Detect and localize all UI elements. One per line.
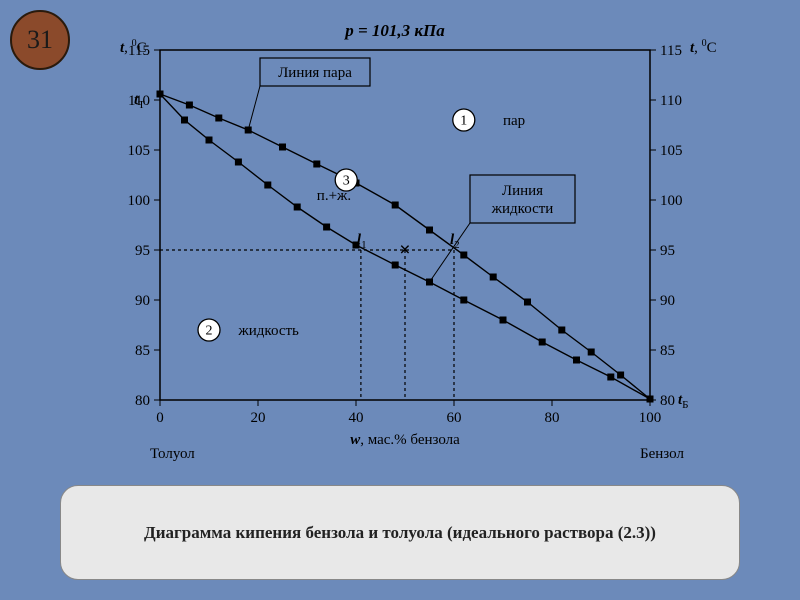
x-right-end-label: Бензол	[640, 446, 684, 462]
y-tick-label-right: 85	[660, 343, 675, 359]
x-tick-label: 80	[545, 410, 560, 426]
region-vapor-label: пар	[503, 113, 525, 129]
liquid-marker	[573, 357, 580, 364]
x-tick-label: 100	[639, 410, 662, 426]
y-tick-label-left: 80	[135, 393, 150, 409]
benzene-bp-label: tБ	[678, 392, 689, 411]
liquid-legend-text-1: Линия	[502, 183, 543, 199]
chart-title: p = 101,3 кПа	[343, 21, 445, 40]
l2-label: l2	[450, 232, 460, 251]
y-tick-label-right: 90	[660, 293, 675, 309]
liquid-marker	[294, 204, 301, 211]
liquid-marker	[157, 91, 164, 98]
vapor-legend-leader	[248, 86, 260, 130]
phase-diagram-chart: 0204060801008080858590909595100100105105…	[110, 20, 730, 470]
numbered-marker-2-text: 2	[206, 324, 213, 339]
vapor-marker	[617, 372, 624, 379]
x-tick-label: 20	[251, 410, 266, 426]
vapor-marker	[426, 227, 433, 234]
vapor-marker	[215, 115, 222, 122]
vapor-legend-text: Линия пара	[278, 65, 352, 81]
liquid-legend-text-2: жидкости	[491, 201, 554, 217]
region-twophase-label: п.+ж.	[317, 188, 351, 204]
vapor-marker	[588, 349, 595, 356]
numbered-marker-1-text: 1	[460, 114, 467, 129]
y-tick-label-right: 115	[660, 43, 682, 59]
x-axis-label: w, мас.% бензола	[350, 432, 460, 448]
liquid-marker	[235, 159, 242, 166]
vapor-marker	[558, 327, 565, 334]
vapor-marker	[460, 252, 467, 259]
numbered-marker-3-text: 3	[343, 174, 350, 189]
vapor-marker	[279, 144, 286, 151]
liquid-marker	[323, 224, 330, 231]
slide-number: 31	[27, 25, 53, 55]
y-tick-label-left: 90	[135, 293, 150, 309]
liquid-marker	[647, 396, 654, 403]
y-tick-label-right: 80	[660, 393, 675, 409]
y-tick-label-right: 95	[660, 243, 675, 259]
vapor-marker	[524, 299, 531, 306]
liquid-marker	[264, 182, 271, 189]
vapor-marker	[186, 102, 193, 109]
y-tick-label-right: 105	[660, 143, 683, 159]
vapor-marker	[490, 274, 497, 281]
x-tick-label: 0	[156, 410, 164, 426]
y-tick-label-left: 105	[128, 143, 151, 159]
vapor-marker	[313, 161, 320, 168]
y-tick-label-right: 110	[660, 93, 682, 109]
region-liquid-label: жидкость	[237, 323, 299, 339]
liquid-marker	[181, 117, 188, 124]
x-left-end-label: Толуол	[150, 446, 195, 462]
y-tick-label-left: 95	[135, 243, 150, 259]
slide-number-badge: 31	[10, 10, 70, 70]
caption-text: Диаграмма кипения бензола и толуола (иде…	[144, 523, 656, 543]
liquid-marker	[500, 317, 507, 324]
y-tick-label-left: 85	[135, 343, 150, 359]
liquid-marker	[392, 262, 399, 269]
y-tick-label-left: 100	[128, 193, 151, 209]
liquid-marker	[206, 137, 213, 144]
vapor-marker	[392, 202, 399, 209]
y-right-axis-label: t, 0С	[690, 38, 717, 56]
caption-panel: Диаграмма кипения бензола и толуола (иде…	[60, 485, 740, 580]
x-tick-label: 60	[447, 410, 462, 426]
liquid-marker	[607, 374, 614, 381]
tie-cross-marker: ×	[399, 239, 410, 261]
liquid-marker	[539, 339, 546, 346]
x-tick-label: 40	[349, 410, 364, 426]
y-tick-label-right: 100	[660, 193, 683, 209]
chart-svg: 0204060801008080858590909595100100105105…	[110, 20, 730, 470]
liquid-marker	[460, 297, 467, 304]
